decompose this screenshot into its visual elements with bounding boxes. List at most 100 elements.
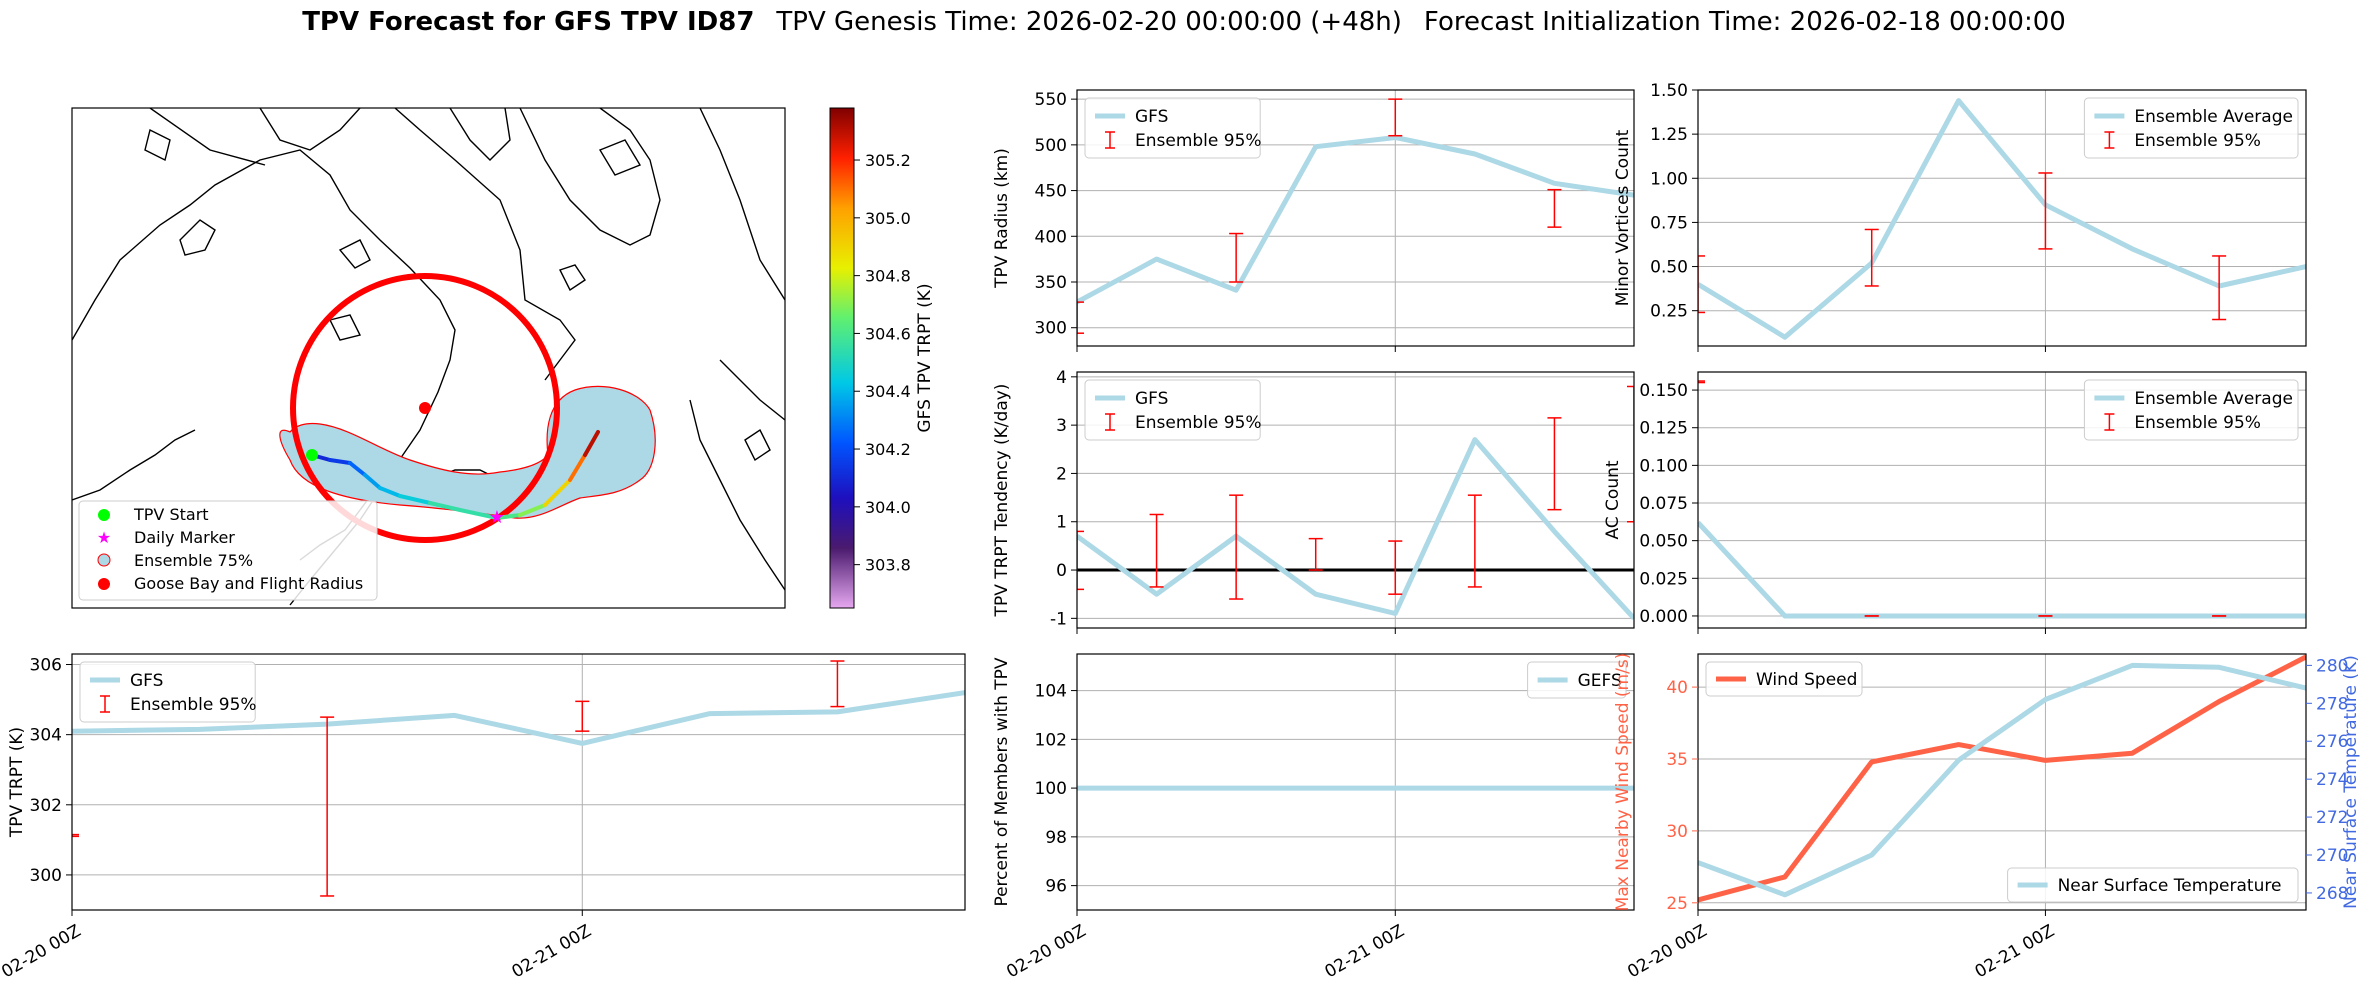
error-bar [1229,232,1244,283]
legend-goose-icon [98,578,110,590]
track-segment [428,501,462,512]
legend-daily-label: Daily Marker [134,528,235,547]
y2-axis-label: Near Surface Temperature (K) [2341,655,2361,909]
error-bar [1547,188,1562,228]
colorbar-tick-label: 305.2 [865,151,911,170]
y2-tick-label: 276 [2316,732,2348,752]
series-line-gfs [72,690,965,746]
plot-frame [1697,371,2307,629]
series-line-gfs [1077,437,1634,620]
daily-marker: ★ [489,507,505,528]
legend-box [2083,97,2299,159]
x-tick-label: 02-21 00Z [508,921,594,982]
error-bar [1149,513,1164,588]
data-layer [72,660,965,897]
y2-tick-label: 272 [2316,808,2348,828]
data-layer [1698,380,2306,619]
y-axis-label: Percent of Members with TPV [992,657,1012,906]
tpv-start-marker [306,449,318,461]
y-tick-label: 4 [1056,368,1067,388]
legend-label: GEFS [1578,671,1622,691]
y2-tick-label: 274 [2316,770,2348,790]
y2-tick-label: 278 [2316,694,2348,714]
y-tick-label: 302 [30,796,62,816]
legend-wind: Wind Speed [1705,661,1863,697]
plot-frame [1076,653,1635,911]
plot-frame [1697,89,2307,347]
legend-label: Ensemble Average [2134,107,2293,127]
y-tick-label: 0.050 [1639,532,1688,552]
legend-label: GFS [1135,107,1168,127]
data-layer [1698,654,2306,903]
panel-wind: 25 30 35 40 Max Nearby Wind Speed (m/s) 268 27… [1613,653,2361,982]
y-tick-label: 0.75 [1650,213,1688,233]
colorbar-gradient [829,107,855,609]
legend-label: Ensemble Average [2134,389,2293,409]
y-tick-label: 1 [1056,513,1067,533]
x-tick-label: 02-21 00Z [1321,921,1407,982]
data-layer [1077,98,1634,334]
legend-label: GFS [1135,389,1168,409]
error-bar [1388,540,1403,595]
map-frame [71,107,786,609]
y-tick-label: 40 [1666,678,1688,698]
map-legend-box [78,500,378,601]
error-bar [72,833,79,838]
legend-label: Ensemble 95% [1135,131,1262,151]
panel-percent: 96 98 100 102 104 Percent of Members with TPV… [992,653,1635,982]
error-bar [2212,255,2227,321]
legend-box [79,661,256,723]
error-bar [830,660,845,708]
plot-frame [1697,653,2307,911]
track-segment [378,486,402,498]
panel-trpt: 300 302 304 306 TPV TRPT (K) 02-20 00Z 02-21 0… [0,653,966,982]
y-tick-label: 0.075 [1639,494,1688,514]
y-tick-label: 25 [1666,894,1688,914]
panel-tendency: -1 0 1 2 3 4 TPV TRPT Tendency (K/day) GFS Ensem… [992,368,1635,634]
y-tick-label: 500 [1035,136,1067,156]
legend-goose-label: Goose Bay and Flight Radius [134,574,363,593]
y-axis-label: TPV TRPT (K) [7,727,27,838]
map-legend: TPV Start ★ Daily Marker Ensemble 75% Go… [78,500,378,601]
series-line-ensemble-average [1698,520,2306,619]
y-tick-label: 1.25 [1650,125,1688,145]
error-bar [1077,301,1084,334]
colorbar-tick-label: 303.8 [865,556,911,575]
colorbar-tick-label: 304.4 [865,382,911,401]
y-tick-label: 2 [1056,464,1067,484]
y-tick-label: 550 [1035,90,1067,110]
error-bar [1308,537,1323,571]
colorbar-tick-label: 304.6 [865,324,911,343]
track-segment [568,453,587,482]
y-tick-label: 306 [30,656,62,676]
legend-label: Ensemble 95% [2134,413,2261,433]
legend-box [1705,661,1863,697]
x-tick-label: 02-20 00Z [1624,921,1710,982]
error-bar [1698,255,1705,314]
tpv-track [310,430,600,520]
legend: GFS Ensemble 95% [79,661,257,723]
colorbar-ticks: 303.8 304.0 304.2 304.4 304.6 304.8 305.0 305.2 [854,151,911,575]
plot-frame [1076,371,1635,629]
track-segment [495,513,522,520]
track-segment [348,461,367,477]
y-tick-label: 400 [1035,227,1067,247]
error-bar [1467,494,1482,588]
legend-daily-icon: ★ [97,528,111,547]
legend: GFS Ensemble 95% [1084,97,1262,159]
legend-box [1084,379,1261,441]
title-genesis: TPV Genesis Time: 2026-02-20 00:00:00 (+… [775,7,1402,37]
legend: GEFS [1527,661,1627,699]
y-tick-label: 300 [30,866,62,886]
error-bar [1627,385,1634,523]
y-tick-label: 102 [1035,730,1067,750]
y-tick-label: 0.000 [1639,607,1688,627]
colorbar: 303.8 304.0 304.2 304.4 304.6 304.8 305.0 305.2… [829,107,935,609]
y-tick-label: -1 [1050,609,1067,629]
track-segment [398,494,432,505]
error-bar [1864,228,1879,287]
legend-start-icon [98,509,110,521]
track-segment [518,503,547,517]
error-bar [1388,98,1403,137]
